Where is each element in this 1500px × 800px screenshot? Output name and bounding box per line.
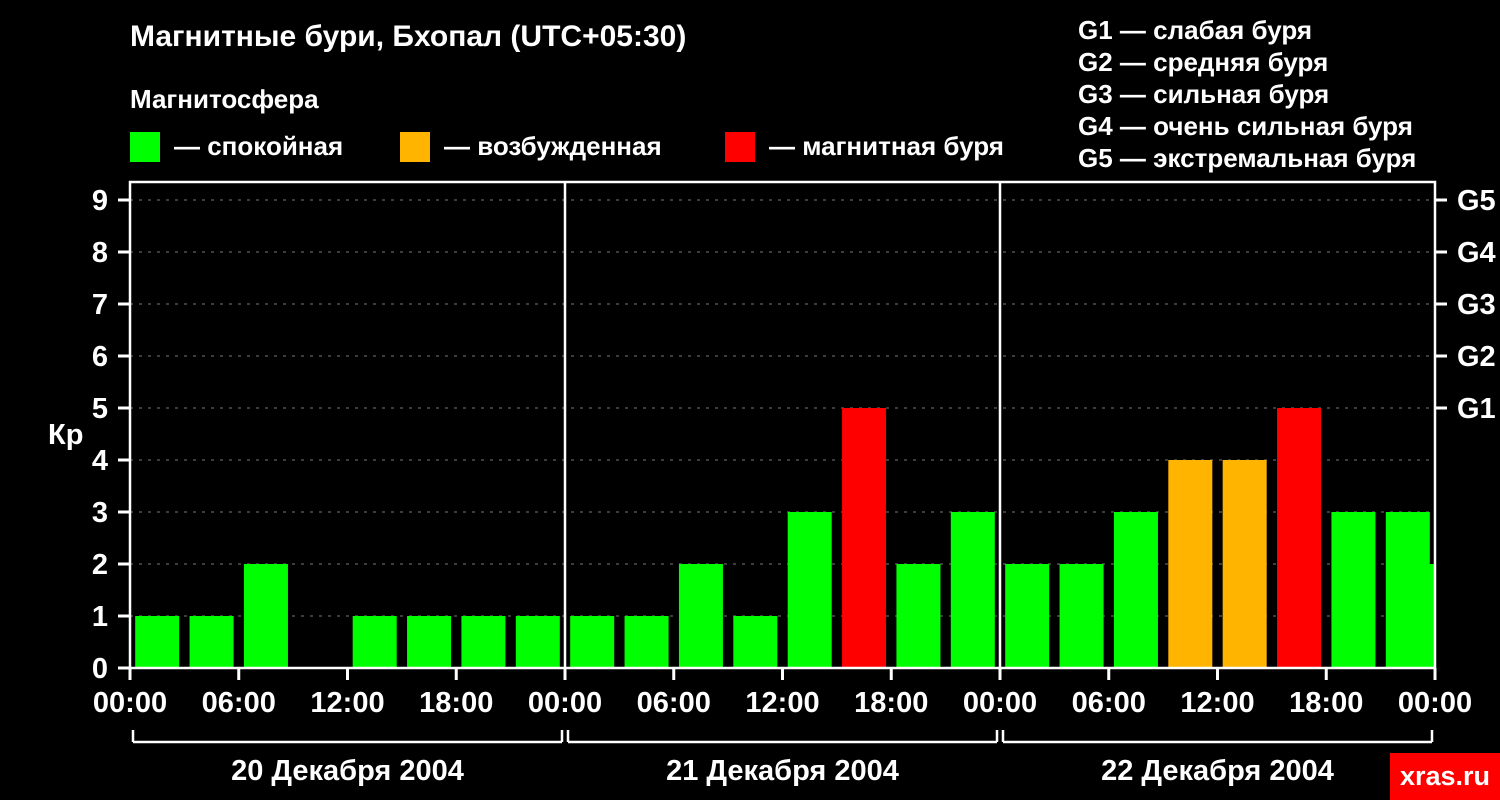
g-scale-label: G5 [1457, 185, 1496, 217]
x-axis-time-label: 06:00 [202, 687, 276, 719]
legend-excited-label: — возбужденная [444, 131, 662, 161]
kp-bar [896, 564, 941, 668]
kp-bar [1005, 564, 1050, 668]
legend-storm-label: — магнитная буря [769, 131, 1004, 161]
kp-bar [787, 512, 832, 668]
g2-legend-line: G2 — средняя буря [1078, 47, 1329, 77]
date-label: 22 Декабря 2004 [1101, 755, 1334, 787]
y-axis-label: 9 [92, 185, 108, 217]
excited-color-swatch [400, 131, 430, 162]
x-axis-time-label: 00:00 [93, 687, 167, 719]
kp-bar [189, 616, 234, 668]
y-axis-label: 5 [92, 393, 108, 425]
kp-bar [461, 616, 506, 668]
y-axis-label: 3 [92, 497, 108, 529]
kp-bar [352, 616, 397, 668]
x-axis-time-label: 00:00 [1398, 687, 1472, 719]
kp-bar [624, 616, 669, 668]
y-axis-label: 1 [92, 601, 108, 633]
kp-bar [1222, 460, 1267, 668]
legend-item-quiet: — спокойная [130, 131, 343, 162]
kp-bar [1277, 408, 1322, 668]
x-axis-time-label: 12:00 [1180, 687, 1254, 719]
storm-color-swatch [725, 131, 755, 162]
kp-bar [515, 616, 560, 668]
kp-bar [1059, 564, 1104, 668]
x-axis-time-label: 06:00 [1072, 687, 1146, 719]
x-axis-time-label: 18:00 [1289, 687, 1363, 719]
kp-bar [570, 616, 615, 668]
legend-item-storm: — магнитная буря [725, 131, 1004, 162]
x-axis-time-label: 00:00 [528, 687, 602, 719]
kp-bar [842, 408, 887, 668]
x-axis-time-label: 12:00 [310, 687, 384, 719]
kp-bar [407, 616, 452, 668]
y-axis-label: 0 [92, 653, 108, 685]
y-axis-title: Кр [48, 419, 83, 451]
g-scale-label: G2 [1457, 341, 1496, 373]
page-title: Магнитные бури, Бхопал (UTC+05:30) [130, 20, 687, 53]
y-axis-label: 8 [92, 237, 108, 269]
x-axis-time-label: 00:00 [963, 687, 1037, 719]
g3-legend-line: G3 — сильная буря [1078, 79, 1330, 109]
g-scale-label: G3 [1457, 289, 1496, 321]
legend-quiet-label: — спокойная [174, 131, 344, 161]
x-axis-time-label: 12:00 [745, 687, 819, 719]
kp-bar [733, 616, 778, 668]
g-scale-legend: G1 — слабая буря G2 — средняя буря G3 — … [1078, 14, 1416, 174]
kp-bar [1113, 512, 1158, 668]
x-axis-time-label: 18:00 [419, 687, 493, 719]
kp-bar [678, 564, 723, 668]
x-axis-time-label: 18:00 [854, 687, 928, 719]
kp-bar [135, 616, 180, 668]
kp-bar [1331, 512, 1376, 668]
y-axis-label: 2 [92, 549, 108, 581]
y-axis-label: 6 [92, 341, 108, 373]
legend-item-excited: — возбужденная [400, 131, 662, 162]
g1-legend-line: G1 — слабая буря [1078, 15, 1313, 45]
y-axis-label: 4 [92, 445, 108, 477]
g-scale-label: G4 [1457, 237, 1496, 269]
quiet-color-swatch [130, 131, 160, 162]
date-label: 21 Декабря 2004 [666, 755, 899, 787]
kp-bar [243, 564, 288, 668]
date-label: 20 Декабря 2004 [231, 755, 464, 787]
x-axis-time-label: 06:00 [637, 687, 711, 719]
magnetosphere-heading: Магнитосфера [130, 84, 319, 114]
g4-legend-line: G4 — очень сильная буря [1078, 111, 1413, 141]
xras-watermark: xras.ru [1390, 753, 1500, 800]
kp-bar [950, 512, 995, 668]
y-axis-label: 7 [92, 289, 108, 321]
kp-bar [1168, 460, 1213, 668]
g5-legend-line: G5 — экстремальная буря [1078, 143, 1417, 173]
g-scale-label: G1 [1457, 393, 1496, 425]
kp-bar-partial [1413, 564, 1435, 668]
